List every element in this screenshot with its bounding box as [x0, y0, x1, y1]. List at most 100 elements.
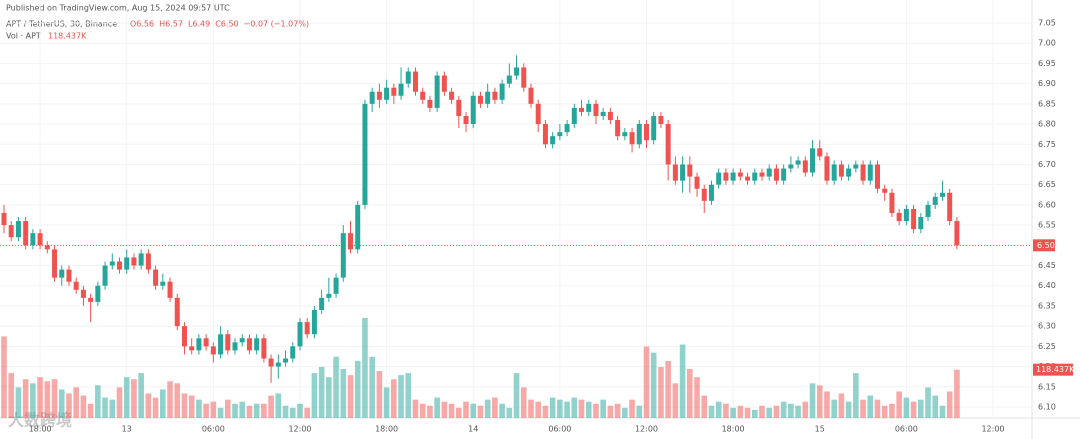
y-tick-label: 6.30: [1038, 322, 1056, 331]
candle-body: [275, 362, 281, 367]
volume-bar: [210, 401, 217, 418]
candle-body: [131, 257, 137, 266]
volume-bar: [954, 369, 960, 418]
volume-bar: [87, 403, 94, 418]
candle-body: [557, 132, 563, 137]
volume-bar: [340, 369, 347, 418]
candle-body: [658, 115, 664, 125]
volume-bar: [354, 360, 361, 418]
x-tick-label: 14: [468, 425, 478, 434]
candle-body: [477, 95, 483, 104]
candle-body: [239, 338, 245, 343]
candle-body: [824, 156, 830, 181]
candle-body: [528, 87, 534, 104]
volume-bar: [845, 401, 852, 418]
volume-bar: [297, 403, 303, 418]
volume-bar: [715, 401, 722, 418]
ohlc-value: −0.07 (−1.07%): [244, 20, 309, 29]
candle-body: [283, 358, 289, 363]
volume-bar: [751, 409, 758, 418]
volume-bar: [838, 393, 845, 418]
ohlc-value: O6.56: [130, 20, 154, 29]
candle-body: [246, 338, 252, 351]
candle-body: [297, 322, 303, 347]
volume-bar: [889, 403, 895, 418]
ohlc-value: C6.50: [215, 20, 238, 29]
x-tick-label: 12:00: [288, 425, 311, 434]
volume-bar: [643, 346, 650, 418]
volume-bar: [434, 397, 440, 418]
volume-bar: [123, 377, 130, 418]
candle-body: [853, 164, 859, 169]
candle-body: [665, 124, 671, 165]
candle-body: [196, 338, 202, 351]
candle-body: [189, 346, 195, 351]
candle-body: [485, 91, 491, 104]
volume-bar: [867, 395, 874, 418]
last-price-tag: [1033, 239, 1055, 252]
volume-bar: [224, 399, 231, 418]
volume-bar: [585, 401, 592, 418]
volume-bar: [860, 399, 866, 418]
volume-bar: [391, 379, 397, 418]
volume-bar: [694, 377, 700, 418]
volume-bar: [333, 356, 339, 418]
y-tick-label: 6.90: [1038, 79, 1056, 88]
y-tick-label: 6.40: [1038, 281, 1056, 290]
volume-bar: [492, 397, 498, 418]
candle-body: [376, 91, 382, 100]
volume-bar: [369, 356, 375, 418]
volume-bar: [66, 393, 72, 418]
volume-bar: [946, 391, 953, 418]
candle-body: [622, 132, 628, 137]
candle-body: [449, 91, 455, 100]
candle-body: [506, 75, 512, 84]
y-tick-label: 7.05: [1038, 19, 1056, 28]
volume-bar: [405, 373, 412, 418]
volume-bar: [383, 387, 390, 418]
volume-bar: [427, 405, 433, 418]
volume-bar: [744, 407, 751, 418]
volume-bar: [398, 375, 404, 418]
volume-bar: [795, 405, 801, 418]
candle-body: [369, 91, 375, 104]
volume-bar: [629, 399, 635, 418]
candle-body: [593, 103, 599, 116]
ohlc-value: H6.57: [159, 20, 183, 29]
candle-body: [8, 225, 14, 238]
volume-bar: [412, 399, 419, 418]
candle-body: [607, 111, 613, 121]
volume-bar: [203, 403, 209, 418]
candle-body: [896, 212, 902, 222]
candle-body: [384, 87, 390, 100]
volume-bar: [145, 393, 152, 418]
volume-value: 118.437K: [48, 32, 87, 41]
candle-body: [117, 261, 123, 270]
candle-body: [52, 249, 58, 278]
volume-bar: [116, 387, 123, 418]
candle-body: [867, 164, 873, 181]
volume-bar: [419, 403, 426, 418]
candle-body: [15, 221, 21, 238]
volume-bar: [665, 360, 671, 418]
candle-body: [348, 233, 354, 250]
volume-bar: [30, 383, 36, 418]
candle-body: [109, 261, 115, 266]
candle-body: [174, 297, 180, 327]
candle-body: [254, 338, 260, 351]
candle-body: [817, 148, 823, 157]
x-tick-label: 12:00: [981, 425, 1004, 434]
volume-bar: [37, 377, 43, 418]
volume-bar: [282, 405, 289, 418]
candle-body: [181, 326, 187, 347]
candle-body: [44, 245, 50, 250]
volume-bar: [672, 383, 679, 418]
x-tick-label: 18:00: [722, 425, 745, 434]
volume-bar: [939, 405, 946, 418]
volume-bar: [593, 403, 599, 418]
volume-bar: [499, 403, 505, 418]
candle-body: [268, 358, 274, 367]
volume-bar: [289, 407, 296, 418]
candle-body: [304, 322, 310, 335]
volume-bar: [362, 318, 368, 418]
